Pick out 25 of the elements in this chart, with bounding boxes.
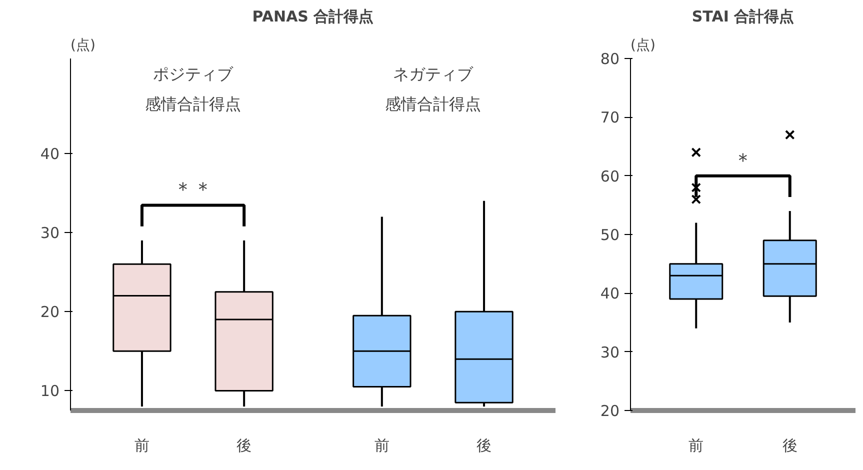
x-tick-label: 前 xyxy=(374,436,390,454)
y-axis-title: (点) xyxy=(630,38,656,54)
chart-title: PANAS 合計得点 xyxy=(252,8,374,26)
annotation: ネガティブ感情合計得点 xyxy=(384,64,481,114)
y-tick-label: 60 xyxy=(600,167,620,186)
y-tick-label: 80 xyxy=(600,50,620,68)
y-tick-label: 40 xyxy=(40,144,60,163)
y-tick-label: 70 xyxy=(600,108,620,127)
y-tick-label: 30 xyxy=(40,224,60,242)
y-tick-label: 40 xyxy=(600,284,620,303)
y-tick-label: 30 xyxy=(600,343,620,362)
x-tick-label: 後 xyxy=(782,436,798,454)
x-tick-label: 前 xyxy=(688,436,704,454)
annotation: ポジティブ感情合計得点 xyxy=(145,64,242,114)
x-tick-label: 後 xyxy=(236,436,252,454)
chart-title: STAI 合計得点 xyxy=(692,8,794,26)
annotation: ＊＊ xyxy=(173,177,214,202)
y-axis-title: (点) xyxy=(70,38,96,54)
y-tick-label: 10 xyxy=(40,382,60,400)
y-tick-label: 50 xyxy=(600,226,620,244)
x-tick-label: 後 xyxy=(476,436,492,454)
x-tick-label: 前 xyxy=(134,436,150,454)
y-tick-label: 20 xyxy=(40,303,60,322)
annotation: ＊ xyxy=(733,148,753,172)
y-tick-label: 20 xyxy=(600,402,620,420)
